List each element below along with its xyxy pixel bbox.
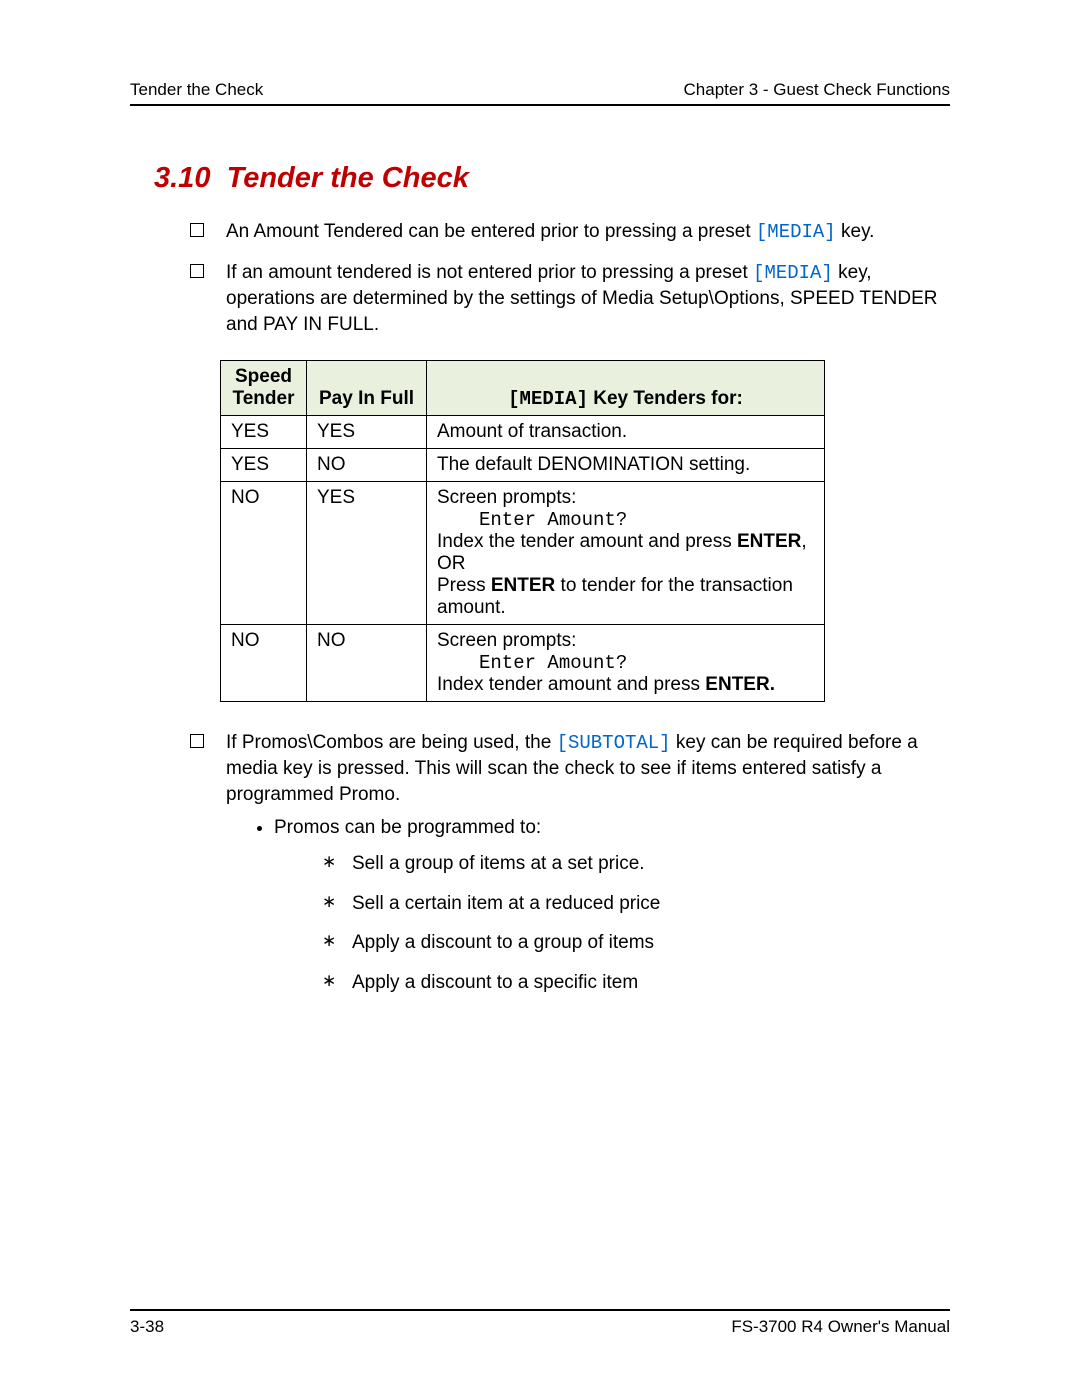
cell: NO bbox=[307, 624, 427, 701]
list-item: If an amount tendered is not entered pri… bbox=[190, 260, 950, 338]
cell: Screen prompts: Enter Amount? Index tend… bbox=[427, 624, 825, 701]
list-item: Apply a discount to a specific item bbox=[322, 970, 950, 996]
text: Index the tender amount and press bbox=[437, 531, 737, 552]
text: If Promos\Combos are being used, the bbox=[226, 732, 557, 753]
tender-table-wrap: Speed Tender Pay In Full [MEDIA] Key Ten… bbox=[220, 360, 950, 702]
cell: YES bbox=[221, 448, 307, 481]
text: , bbox=[801, 531, 806, 552]
cell: Screen prompts: Enter Amount? Index the … bbox=[427, 481, 825, 624]
cell: YES bbox=[307, 481, 427, 624]
asterisk-list: Sell a group of items at a set price. Se… bbox=[322, 851, 950, 996]
main-list: An Amount Tendered can be entered prior … bbox=[190, 219, 950, 338]
text: Screen prompts: bbox=[437, 630, 576, 651]
cell: NO bbox=[221, 481, 307, 624]
th-speed-tender: Speed Tender bbox=[221, 360, 307, 415]
enter-key: ENTER. bbox=[705, 674, 775, 695]
prompt-text: Enter Amount? bbox=[479, 509, 627, 531]
main-list-cont: If Promos\Combos are being used, the [SU… bbox=[190, 730, 950, 996]
cell: NO bbox=[221, 624, 307, 701]
cell: YES bbox=[221, 415, 307, 448]
text: key. bbox=[836, 221, 875, 242]
list-item: Sell a group of items at a set price. bbox=[322, 851, 950, 877]
list-item: If Promos\Combos are being used, the [SU… bbox=[190, 730, 950, 996]
footer-manual-title: FS-3700 R4 Owner's Manual bbox=[731, 1317, 950, 1337]
th-pay-in-full: Pay In Full bbox=[307, 360, 427, 415]
subtotal-key: [SUBTOTAL] bbox=[557, 732, 671, 754]
tender-table: Speed Tender Pay In Full [MEDIA] Key Ten… bbox=[220, 360, 825, 702]
document-page: Tender the Check Chapter 3 - Guest Check… bbox=[0, 0, 1080, 1397]
section-title-text: Tender the Check bbox=[227, 162, 469, 194]
media-key: [MEDIA] bbox=[753, 262, 833, 284]
header-left: Tender the Check bbox=[130, 80, 263, 100]
enter-key: ENTER bbox=[491, 575, 555, 596]
list-item: An Amount Tendered can be entered prior … bbox=[190, 219, 950, 246]
table-header-row: Speed Tender Pay In Full [MEDIA] Key Ten… bbox=[221, 360, 825, 415]
cell: Amount of transaction. bbox=[427, 415, 825, 448]
th-media-tenders: [MEDIA] Key Tenders for: bbox=[427, 360, 825, 415]
list-item: Sell a certain item at a reduced price bbox=[322, 891, 950, 917]
table-row: YES YES Amount of transaction. bbox=[221, 415, 825, 448]
cell: The default DENOMINATION setting. bbox=[427, 448, 825, 481]
list-item: Promos can be programmed to: Sell a grou… bbox=[274, 815, 950, 995]
page-footer: 3-38 FS-3700 R4 Owner's Manual bbox=[130, 1309, 950, 1337]
enter-key: ENTER bbox=[737, 531, 801, 552]
prompt-text: Enter Amount? bbox=[479, 652, 627, 674]
text: If an amount tendered is not entered pri… bbox=[226, 262, 753, 283]
table-row: YES NO The default DENOMINATION setting. bbox=[221, 448, 825, 481]
footer-page-number: 3-38 bbox=[130, 1317, 164, 1337]
list-item: Apply a discount to a group of items bbox=[322, 930, 950, 956]
header-right: Chapter 3 - Guest Check Functions bbox=[684, 80, 950, 100]
cell: YES bbox=[307, 415, 427, 448]
text: An Amount Tendered can be entered prior … bbox=[226, 221, 756, 242]
sub-bullet-list: Promos can be programmed to: Sell a grou… bbox=[274, 815, 950, 995]
text: Promos can be programmed to: bbox=[274, 817, 541, 838]
media-key-label: [MEDIA] bbox=[508, 388, 588, 410]
or-text: OR bbox=[437, 553, 466, 574]
text: Key Tenders for: bbox=[588, 388, 743, 409]
text: Press bbox=[437, 575, 491, 596]
media-key: [MEDIA] bbox=[756, 221, 836, 243]
text: Speed bbox=[235, 366, 292, 387]
text: Index tender amount and press bbox=[437, 674, 705, 695]
section-heading: 3.10 Tender the Check bbox=[154, 162, 950, 195]
section-number: 3.10 bbox=[154, 162, 210, 194]
text: Screen prompts: bbox=[437, 487, 576, 508]
cell: NO bbox=[307, 448, 427, 481]
table-row: NO NO Screen prompts: Enter Amount? Inde… bbox=[221, 624, 825, 701]
page-header: Tender the Check Chapter 3 - Guest Check… bbox=[130, 80, 950, 106]
table-row: NO YES Screen prompts: Enter Amount? Ind… bbox=[221, 481, 825, 624]
text: Tender bbox=[233, 388, 295, 409]
